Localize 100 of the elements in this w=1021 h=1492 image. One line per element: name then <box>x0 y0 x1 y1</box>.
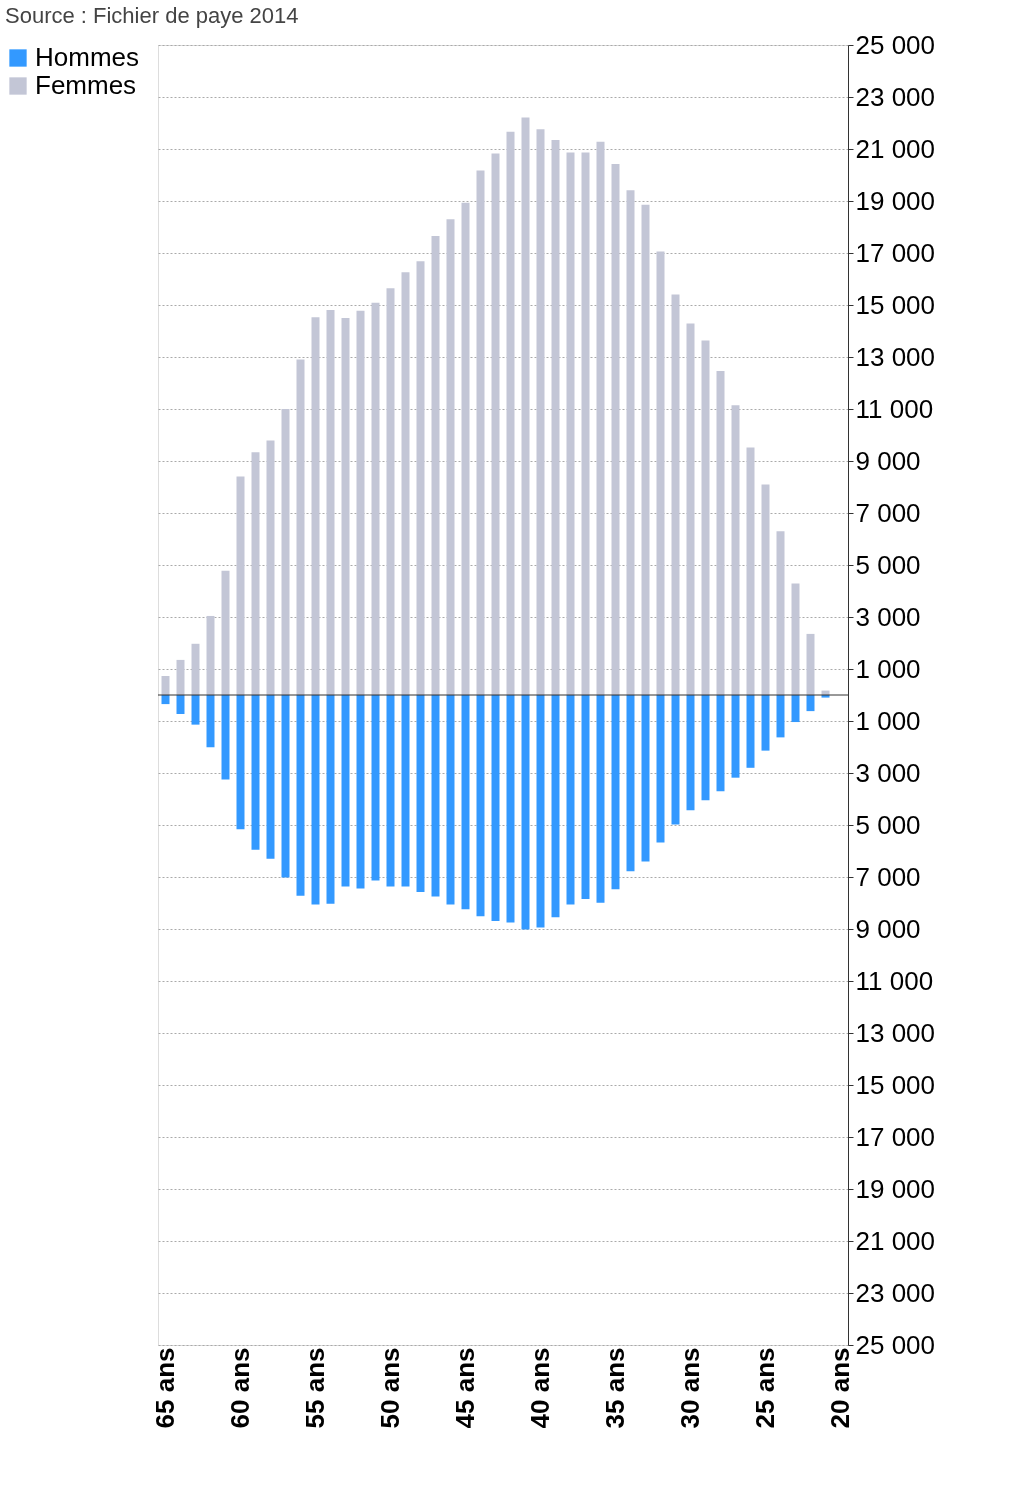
bar <box>401 272 410 695</box>
x-tick-label: 30 ans <box>674 1347 705 1429</box>
bar <box>641 695 650 862</box>
bar <box>386 695 395 887</box>
bar <box>536 129 545 695</box>
bar <box>506 695 515 923</box>
bar <box>341 318 350 695</box>
bar <box>281 695 290 878</box>
bar <box>176 695 185 714</box>
bar <box>191 643 200 695</box>
y-tick-label: 3 000 <box>855 757 921 788</box>
y-tick-label: 1 000 <box>855 705 921 736</box>
bar <box>791 695 800 723</box>
bar <box>701 340 710 695</box>
bar <box>161 676 170 695</box>
bar <box>551 139 560 695</box>
y-tick-label: 5 000 <box>855 809 921 840</box>
bar <box>326 309 335 695</box>
y-tick-label: 9 000 <box>855 445 921 476</box>
x-tick-label: 55 ans <box>299 1347 330 1429</box>
x-tick-label: 60 ans <box>224 1347 255 1429</box>
y-tick-label: 3 000 <box>855 601 921 632</box>
bar <box>491 153 500 695</box>
bar <box>446 219 455 695</box>
y-tick-label: 7 000 <box>855 861 921 892</box>
bar <box>461 202 470 695</box>
bar <box>686 323 695 695</box>
x-tick-label: 20 ans <box>824 1347 855 1429</box>
y-tick-label: 25 000 <box>855 1329 936 1360</box>
bar <box>476 170 485 695</box>
bar <box>716 695 725 792</box>
bar <box>776 695 785 738</box>
y-tick-label: 11 000 <box>855 965 934 996</box>
bar <box>386 288 395 695</box>
bar <box>746 695 755 768</box>
bar <box>806 633 815 695</box>
bar <box>521 117 530 695</box>
bar <box>746 447 755 695</box>
y-tick-label: 15 000 <box>855 1069 936 1100</box>
bar <box>236 695 245 830</box>
bar <box>356 695 365 889</box>
y-tick-label: 7 000 <box>855 497 921 528</box>
bar <box>206 695 215 748</box>
bar <box>371 695 380 881</box>
y-tick-label: 19 000 <box>855 185 936 216</box>
bar <box>611 164 620 695</box>
y-tick-label: 19 000 <box>855 1173 936 1204</box>
bar <box>671 695 680 825</box>
y-tick-label: 23 000 <box>855 81 936 112</box>
y-tick-label: 13 000 <box>855 341 936 372</box>
y-tick-label: 15 000 <box>855 289 936 320</box>
bar <box>596 141 605 695</box>
y-tick-label: 17 000 <box>855 237 936 268</box>
bar <box>506 131 515 695</box>
bar <box>266 440 275 695</box>
y-tick-label: 11 000 <box>855 393 934 424</box>
bar <box>221 570 230 695</box>
bar <box>776 531 785 695</box>
bar <box>446 695 455 905</box>
bar <box>566 695 575 905</box>
bar <box>221 695 230 780</box>
bar <box>296 695 305 896</box>
bar <box>731 405 740 695</box>
bar <box>491 695 500 921</box>
y-tick-label: 9 000 <box>855 913 921 944</box>
bar <box>356 310 365 695</box>
bar <box>656 695 665 843</box>
bar <box>566 152 575 695</box>
bar <box>176 659 185 695</box>
bar <box>296 359 305 695</box>
x-tick-label: 45 ans <box>449 1347 480 1429</box>
bar <box>626 695 635 872</box>
bar <box>251 452 260 695</box>
bar <box>416 261 425 695</box>
bar <box>401 695 410 887</box>
bar <box>551 695 560 918</box>
bar <box>311 317 320 695</box>
y-tick-label: 17 000 <box>855 1121 936 1152</box>
legend-label: Hommes <box>35 42 140 72</box>
x-tick-label: 50 ans <box>374 1347 405 1429</box>
bar <box>671 294 680 695</box>
y-tick-label: 23 000 <box>855 1277 936 1308</box>
bar <box>206 615 215 695</box>
bar <box>191 695 200 725</box>
bar <box>251 695 260 850</box>
bar <box>716 371 725 695</box>
bar <box>761 695 770 751</box>
bar <box>416 695 425 893</box>
y-tick-label: 1 000 <box>855 653 921 684</box>
bar <box>521 695 530 930</box>
bar <box>461 695 470 910</box>
bar <box>626 190 635 695</box>
x-tick-label: 25 ans <box>749 1347 780 1429</box>
y-tick-label: 13 000 <box>855 1017 936 1048</box>
bar <box>806 695 815 712</box>
bar <box>581 152 590 695</box>
y-tick-label: 21 000 <box>855 1225 936 1256</box>
bar <box>266 695 275 859</box>
bar <box>281 409 290 695</box>
bar <box>656 251 665 695</box>
